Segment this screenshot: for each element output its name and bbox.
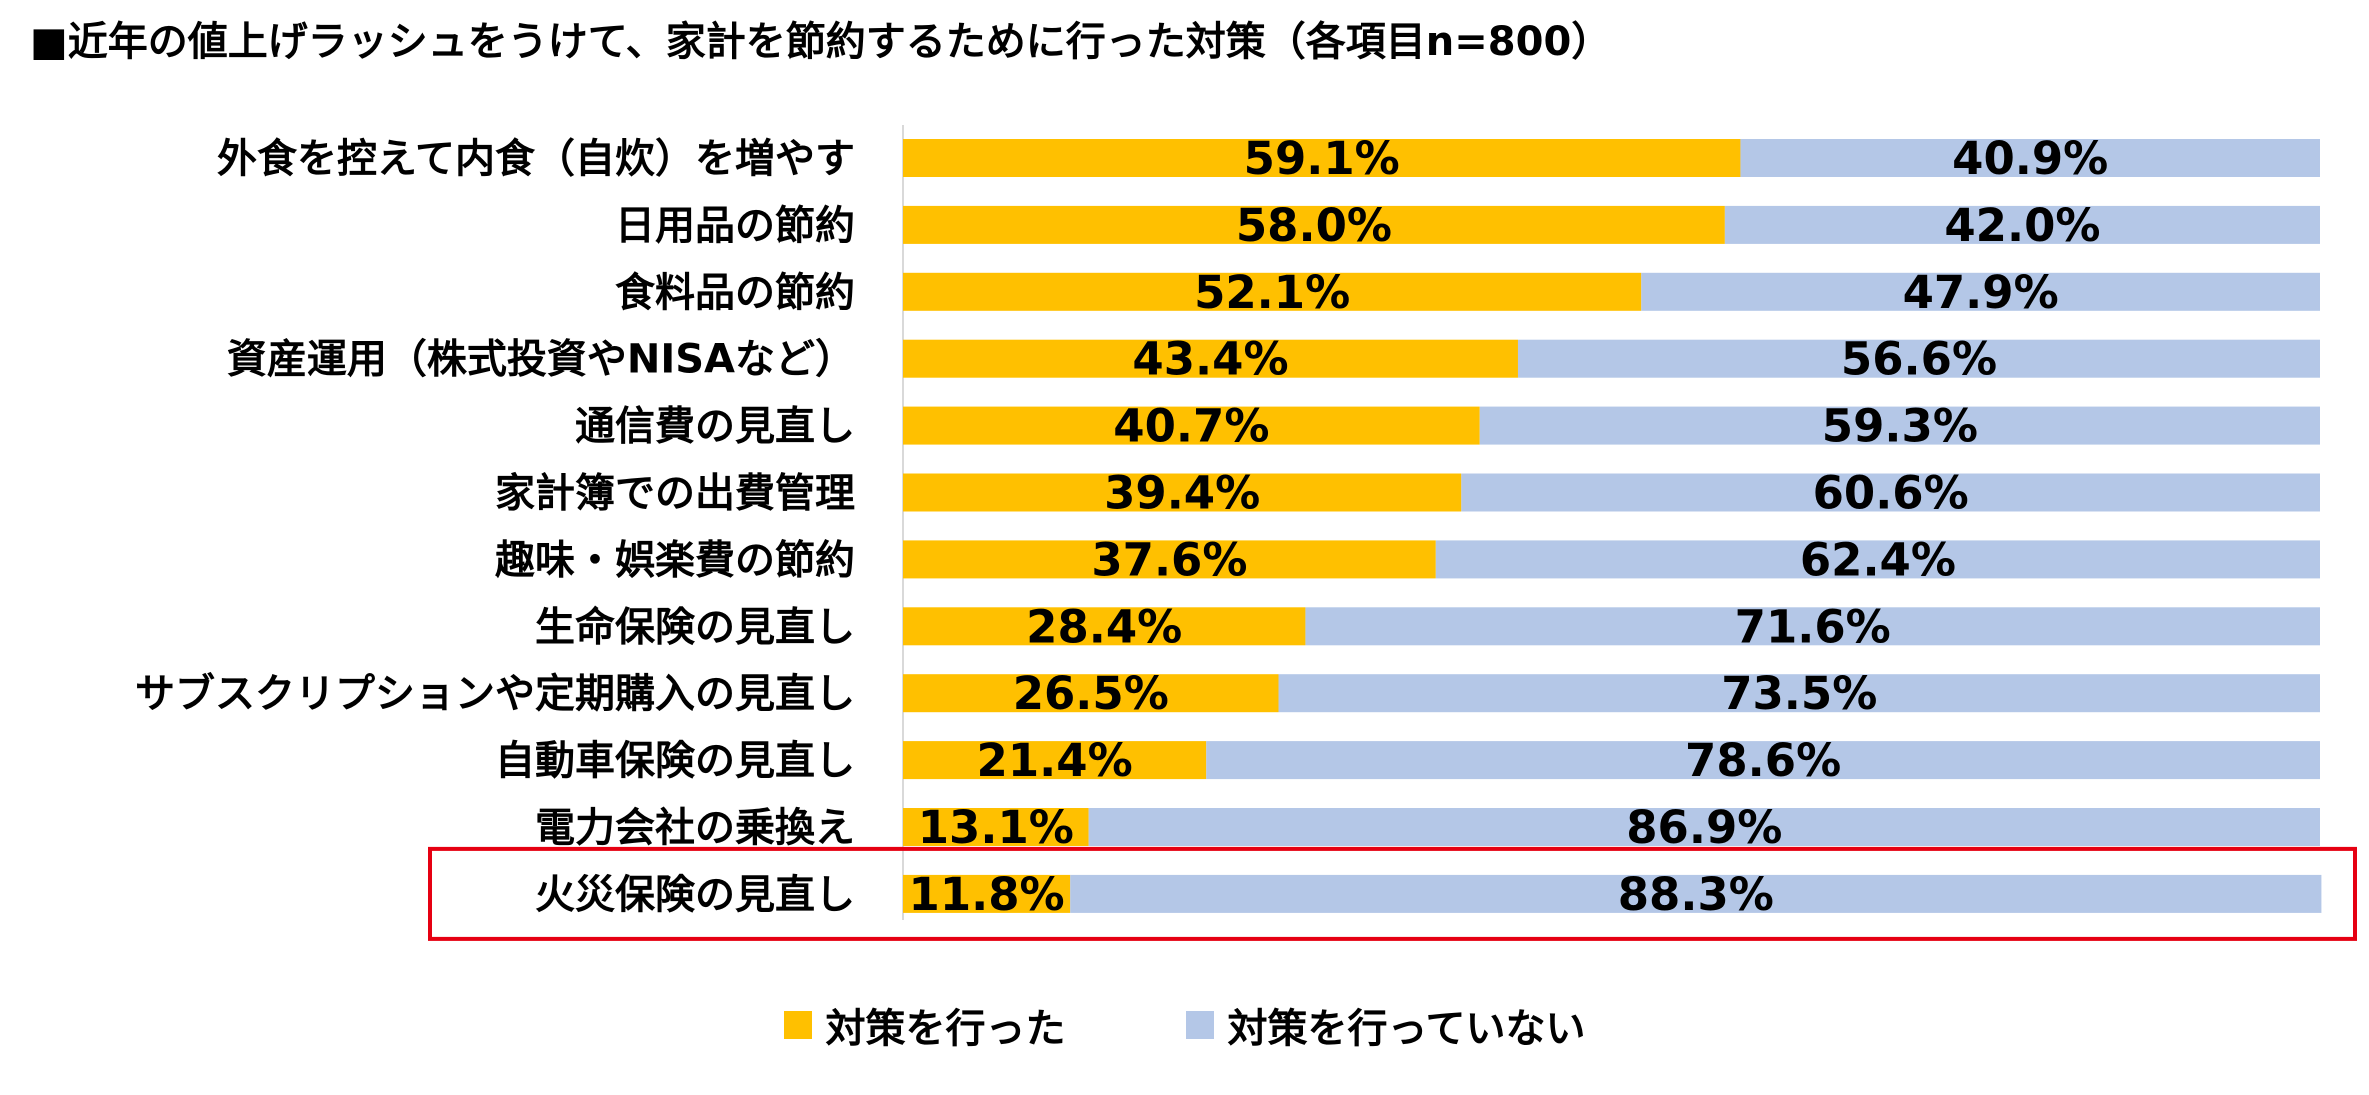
bar-not-done bbox=[1435, 540, 2320, 579]
highlight-box bbox=[428, 846, 2357, 941]
bar-not-done bbox=[1070, 874, 2322, 913]
legend-item-done: 対策を行った bbox=[783, 996, 1066, 1054]
bar-done bbox=[903, 540, 1436, 579]
data-label-not-done: 78.6% bbox=[1685, 734, 1841, 787]
legend-label-done: 対策を行った bbox=[825, 1006, 1066, 1052]
data-label-not-done: 73.5% bbox=[1721, 667, 1877, 720]
data-label-done: 52.1% bbox=[1194, 266, 1350, 319]
data-label-done: 26.5% bbox=[1013, 667, 1169, 720]
bar-not-done bbox=[1724, 205, 2320, 244]
category-label: 資産運用（株式投資やNISAなど） bbox=[227, 337, 855, 383]
category-label: 日用品の節約 bbox=[615, 203, 855, 249]
category-label: 家計簿での出費管理 bbox=[495, 471, 855, 517]
bar-done bbox=[903, 406, 1480, 445]
data-label-not-done: 60.6% bbox=[1813, 467, 1969, 520]
data-label-done: 28.4% bbox=[1026, 600, 1182, 653]
legend-swatch-not-done bbox=[1185, 1011, 1214, 1039]
category-label: 通信費の見直し bbox=[575, 404, 855, 450]
bar-not-done bbox=[1517, 339, 2320, 378]
bar-done bbox=[903, 741, 1207, 780]
category-label: 火災保険の見直し bbox=[535, 872, 855, 918]
data-label-not-done: 42.0% bbox=[1944, 199, 2100, 252]
category-label: 外食を控えて内食（自炊）を増やす bbox=[217, 136, 855, 182]
data-label-not-done: 88.3% bbox=[1618, 868, 1774, 921]
bar-not-done bbox=[1641, 272, 2320, 311]
bar-done bbox=[903, 607, 1306, 646]
category-label: 自動車保険の見直し bbox=[495, 738, 855, 784]
data-label-not-done: 62.4% bbox=[1800, 533, 1956, 586]
bar-done bbox=[903, 272, 1642, 311]
category-label: サブスクリプションや定期購入の見直し bbox=[135, 671, 855, 717]
chart-title: ■近年の値上げラッシュをうけて、家計を節約するために行った対策（各項目n=800… bbox=[30, 19, 1612, 65]
data-label-not-done: 47.9% bbox=[1903, 266, 2059, 319]
chart-plot: 外食を控えて内食（自炊）を増やす日用品の節約食料品の節約資産運用（株式投資やNI… bbox=[135, 125, 2357, 941]
bar-done bbox=[903, 674, 1279, 713]
legend-swatch-done bbox=[783, 1011, 812, 1039]
data-label-done: 39.4% bbox=[1104, 467, 1260, 520]
bar-not-done bbox=[1278, 674, 2320, 713]
bar-done bbox=[903, 139, 1741, 177]
legend-label-not-done: 対策を行っていない bbox=[1227, 1006, 1586, 1052]
bar-not-done bbox=[1206, 741, 2320, 780]
bar-not-done bbox=[1479, 406, 2320, 445]
bar-not-done bbox=[1461, 473, 2320, 512]
data-label-done: 43.4% bbox=[1132, 333, 1288, 386]
data-label-not-done: 71.6% bbox=[1735, 600, 1891, 653]
bars-layer bbox=[903, 139, 2322, 913]
bar-done bbox=[903, 473, 1462, 512]
category-label: 趣味・娯楽費の節約 bbox=[495, 537, 855, 583]
data-label-done: 21.4% bbox=[977, 734, 1133, 787]
category-label: 食料品の節約 bbox=[615, 270, 855, 316]
bar-done bbox=[903, 205, 1725, 244]
data-label-not-done: 86.9% bbox=[1626, 801, 1782, 854]
bar-not-done bbox=[1088, 808, 2320, 846]
data-label-not-done: 40.9% bbox=[1952, 132, 2108, 185]
category-labels-layer: 外食を控えて内食（自炊）を増やす日用品の節約食料品の節約資産運用（株式投資やNI… bbox=[135, 136, 855, 918]
category-label: 生命保険の見直し bbox=[535, 604, 855, 650]
data-label-not-done: 56.6% bbox=[1841, 333, 1997, 386]
data-labels-layer: 59.1% 40.9% 58.0% 42.0% 52.1% 47.9% 43.4% 56.6%… bbox=[909, 132, 2109, 921]
bar-not-done bbox=[1305, 607, 2320, 646]
bar-not-done bbox=[1740, 139, 2320, 177]
data-label-done: 11.8% bbox=[909, 868, 1065, 921]
data-label-done: 13.1% bbox=[918, 801, 1074, 854]
data-label-done: 59.1% bbox=[1244, 132, 1400, 185]
data-label-done: 58.0% bbox=[1236, 199, 1392, 252]
category-label: 電力会社の乗換え bbox=[535, 805, 855, 851]
bar-done bbox=[903, 808, 1089, 846]
legend: 対策を行った 対策を行っていない bbox=[0, 996, 2369, 1054]
data-label-not-done: 59.3% bbox=[1822, 400, 1978, 453]
legend-item-not-done: 対策を行っていない bbox=[1185, 996, 1586, 1054]
bar-done bbox=[903, 874, 1071, 913]
data-label-done: 40.7% bbox=[1113, 400, 1269, 453]
data-label-done: 37.6% bbox=[1091, 533, 1247, 586]
bar-done bbox=[903, 339, 1518, 378]
